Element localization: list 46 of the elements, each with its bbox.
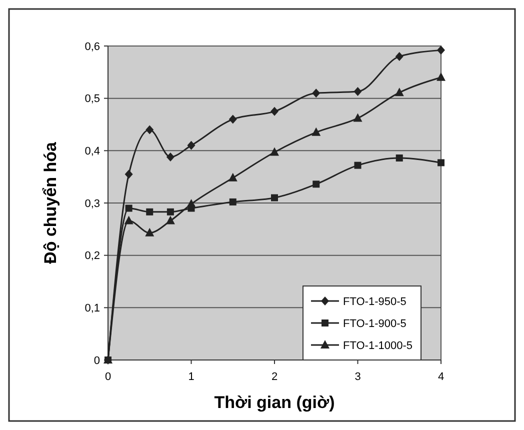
point xyxy=(186,199,196,208)
x-tick-label: 4 xyxy=(438,371,444,383)
point xyxy=(166,208,174,216)
point xyxy=(271,194,278,202)
y-tick-label: 0,4 xyxy=(84,146,100,158)
x-tick-label: 2 xyxy=(271,371,278,383)
x-axis-title: Thời gian (giờ) xyxy=(214,393,335,412)
point xyxy=(124,170,133,179)
point xyxy=(166,152,174,162)
legend-label: FTO-1-950-5 xyxy=(343,296,406,308)
point xyxy=(125,204,132,212)
y-tick-label: 0,5 xyxy=(84,93,100,106)
point xyxy=(228,114,237,124)
y-tick-label: 0,6 xyxy=(84,40,100,53)
point xyxy=(124,216,134,224)
point xyxy=(437,46,445,55)
point xyxy=(395,52,404,61)
point xyxy=(394,88,404,96)
point xyxy=(187,140,196,150)
point xyxy=(354,162,362,169)
y-axis-title: Độ chuyển hóa xyxy=(41,142,60,264)
point xyxy=(436,72,446,81)
x-tick-label: 0 xyxy=(104,371,112,383)
point xyxy=(146,125,154,134)
y-tick-label: 0,3 xyxy=(84,198,100,210)
y-tick-label: 0 xyxy=(94,354,100,367)
y-tick-label: 0,2 xyxy=(84,250,100,262)
point xyxy=(229,198,236,206)
legend-label: FTO-1-1000-5 xyxy=(343,340,412,352)
point xyxy=(145,228,154,236)
point xyxy=(270,106,278,116)
point xyxy=(270,147,279,156)
point xyxy=(312,88,320,98)
point xyxy=(353,113,362,122)
y-tick-label: 0,1 xyxy=(84,302,100,315)
point xyxy=(396,154,403,162)
point xyxy=(312,180,320,188)
legend-label: FTO-1-900-5 xyxy=(343,318,406,330)
point xyxy=(166,216,175,224)
x-tick-label: 3 xyxy=(354,371,361,383)
point xyxy=(438,159,444,166)
point xyxy=(312,127,321,136)
x-tick-label: 1 xyxy=(188,371,194,383)
point xyxy=(228,172,238,182)
point xyxy=(354,87,362,96)
point xyxy=(146,208,154,216)
